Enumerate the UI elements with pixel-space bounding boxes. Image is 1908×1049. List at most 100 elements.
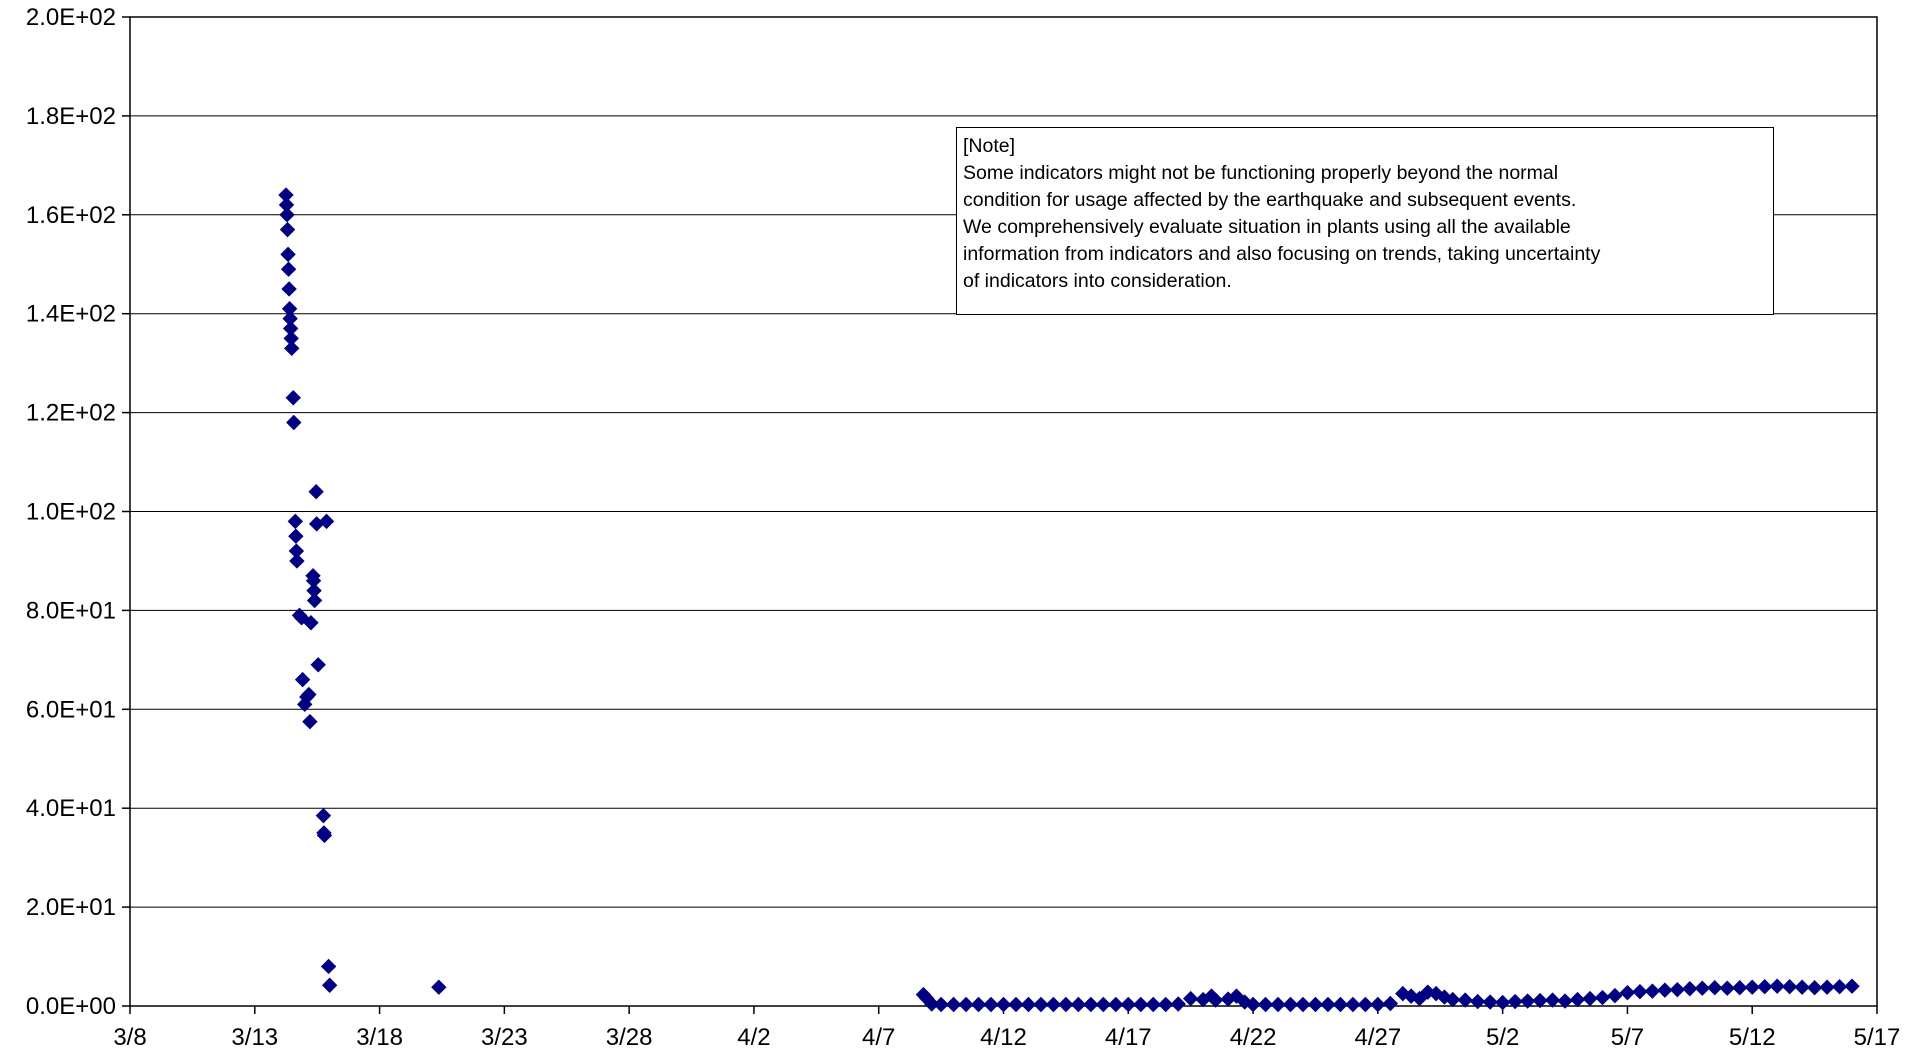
data-point	[283, 340, 300, 357]
data-point	[1008, 996, 1024, 1013]
data-point	[1569, 991, 1586, 1008]
data-point	[1831, 979, 1848, 995]
data-point	[1332, 996, 1349, 1013]
data-point	[301, 686, 317, 703]
data-point	[287, 513, 304, 530]
data-point	[1494, 994, 1511, 1011]
note-line-3: We comprehensively evaluate situation in…	[963, 216, 1571, 238]
data-point	[1682, 980, 1698, 997]
y-tick-label: 6.0E+01	[26, 696, 116, 723]
data-point	[1557, 993, 1573, 1009]
data-point	[1045, 996, 1062, 1013]
data-point	[1457, 992, 1473, 1008]
data-point	[945, 996, 962, 1013]
note-line-1: Some indicators might not be functioning…	[963, 162, 1559, 184]
data-point	[1781, 979, 1798, 995]
data-point	[285, 390, 301, 406]
data-point	[1657, 982, 1673, 998]
data-point	[970, 996, 987, 1013]
data-point	[1083, 996, 1099, 1013]
data-point	[1619, 984, 1636, 1001]
data-point	[995, 996, 1012, 1013]
data-point	[303, 615, 319, 631]
y-tick-label: 8.0E+01	[26, 597, 116, 624]
x-tick-label: 4/27	[1354, 1024, 1401, 1049]
data-point	[1519, 993, 1536, 1009]
data-point	[279, 221, 296, 238]
data-point	[1207, 992, 1224, 1008]
y-tick-label: 2.0E+02	[26, 4, 116, 31]
x-tick-label: 4/22	[1230, 1024, 1277, 1049]
data-point	[1507, 993, 1523, 1010]
x-tick-label: 5/17	[1854, 1024, 1901, 1049]
data-point	[1844, 978, 1860, 994]
data-point	[1482, 994, 1498, 1010]
x-tick-label: 4/12	[980, 1024, 1027, 1049]
data-point	[1607, 987, 1623, 1004]
note-line-2: condition for usage affected by the eart…	[963, 189, 1577, 211]
x-tick-label: 4/17	[1105, 1024, 1152, 1049]
data-point	[318, 513, 335, 530]
y-tick-label: 1.8E+02	[26, 103, 116, 130]
data-point	[1794, 979, 1810, 995]
x-tick-label: 3/18	[356, 1024, 403, 1049]
data-point	[1669, 981, 1686, 998]
x-tick-label: 3/28	[606, 1024, 653, 1049]
data-point	[1756, 979, 1773, 995]
data-point	[293, 610, 310, 626]
y-tick-label: 4.0E+01	[26, 795, 116, 822]
data-point	[1095, 996, 1112, 1013]
data-point	[1719, 980, 1735, 996]
note-title: [Note]	[963, 135, 1016, 157]
data-point	[1428, 985, 1444, 1002]
y-tick-label: 1.0E+02	[26, 499, 116, 526]
data-point	[1145, 996, 1161, 1013]
data-point	[320, 958, 337, 975]
data-point	[1182, 990, 1199, 1007]
x-tick-label: 4/2	[737, 1024, 770, 1049]
data-point	[281, 281, 297, 297]
data-point	[1732, 979, 1748, 996]
data-point	[308, 484, 324, 500]
data-point	[1370, 996, 1386, 1013]
data-point	[1382, 995, 1399, 1012]
data-point	[1020, 996, 1037, 1013]
data-point	[1345, 996, 1361, 1013]
data-point	[1120, 996, 1136, 1013]
y-tick-label: 1.4E+02	[26, 301, 116, 328]
data-point	[1245, 996, 1261, 1013]
data-point	[315, 807, 332, 824]
data-point	[1532, 992, 1548, 1009]
data-point	[1582, 990, 1598, 1007]
y-tick-label: 0.0E+00	[26, 993, 116, 1020]
data-point	[1644, 983, 1661, 999]
data-point	[279, 207, 295, 223]
note-line-4: information from indicators and also foc…	[963, 243, 1601, 265]
data-point	[1307, 996, 1324, 1013]
data-point	[321, 977, 338, 993]
data-points	[278, 187, 1860, 1013]
data-point	[310, 657, 326, 673]
note-line-5: of indicators into consideration.	[963, 270, 1232, 292]
data-point	[1744, 979, 1760, 995]
data-point	[280, 261, 297, 277]
data-point	[1632, 983, 1648, 1000]
y-tick-label: 1.6E+02	[26, 202, 116, 229]
data-point	[1594, 989, 1611, 1006]
data-point	[286, 414, 302, 431]
note-box: [Note] Some indicators might not be func…	[956, 127, 1774, 315]
data-point	[1033, 996, 1049, 1013]
data-point	[983, 996, 999, 1013]
data-point	[1769, 978, 1785, 994]
y-axis-ticks: 0.0E+00 2.0E+01 4.0E+01 6.0E+01 8.0E+01 1.0E+…	[26, 4, 130, 1020]
x-axis-ticks: 3/8 3/13 3/18 3/23 3/28 4/2 4/7 4/12 4/17 4/22 4/2…	[113, 1006, 1900, 1049]
data-point	[1707, 979, 1723, 996]
data-point	[294, 671, 311, 688]
data-point	[1445, 991, 1461, 1008]
x-tick-label: 5/12	[1729, 1024, 1776, 1049]
data-point	[1108, 996, 1124, 1013]
data-point	[431, 979, 447, 995]
data-point	[1295, 996, 1311, 1013]
y-tick-label: 2.0E+01	[26, 894, 116, 921]
data-point	[933, 996, 949, 1013]
